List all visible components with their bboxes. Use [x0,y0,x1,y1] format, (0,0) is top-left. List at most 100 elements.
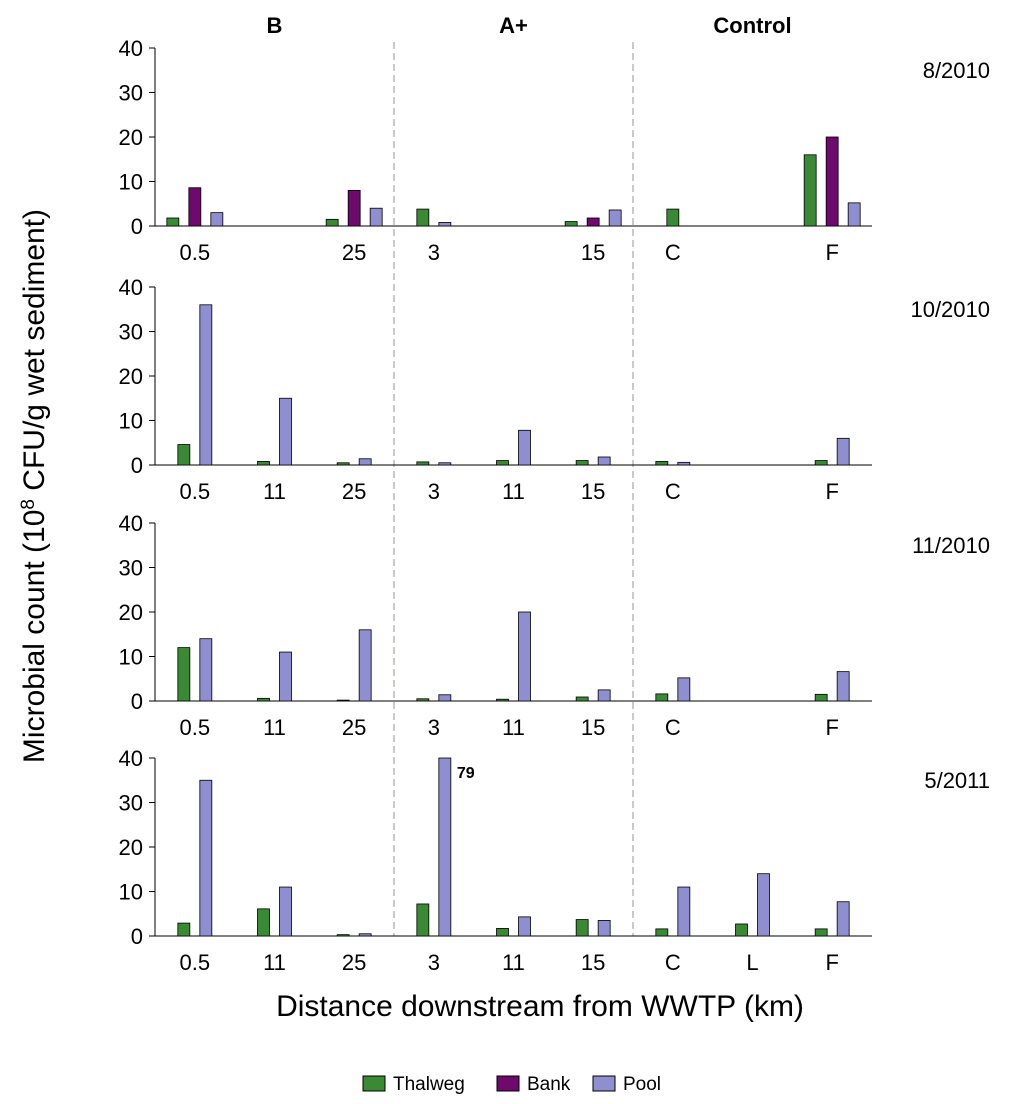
bar-thalweg-3-4 [416,903,430,937]
y-tick-label: 10 [119,409,143,434]
legend-swatch-pool [592,1075,616,1092]
legend-label-thalweg: Thalweg [393,1074,465,1095]
bar-pool-f-9 [836,437,850,466]
bar-pool-25-3 [358,458,372,466]
bar-pool-15-6 [597,920,611,937]
x-tick-label: 3 [428,479,440,504]
bar-pool-11-5 [518,916,531,937]
x-tick-label: 25 [342,240,366,265]
panel-date-label: 5/2011 [924,768,990,793]
bar-pool-f-9 [847,202,861,227]
panel-1: 0 10 20 30 40 0.5 25 3 15 C F 8/2010 [119,36,990,265]
x-tick-label: 15 [581,240,605,265]
x-tick-label: 25 [342,479,366,504]
bar-pool-3-4 [438,222,452,227]
x-tick-label: 0.5 [180,479,211,504]
bar-thalweg-11-2 [257,908,270,937]
bar-thalweg-11-2 [257,697,270,702]
y-tick-label: 0 [131,214,143,239]
x-tick-label: 11 [502,479,525,504]
y-tick-label: 20 [119,125,143,150]
bar-pool-3-4 [438,462,452,466]
bar-thalweg-3-4 [416,208,430,227]
group-label-2: A+ [499,13,528,38]
y-tick-label: 30 [119,81,143,106]
group-label-3: Control [713,13,791,38]
bar-thalweg-11-2 [257,461,270,466]
x-tick-label: 11 [502,950,525,975]
bar-thalweg-05-1 [177,922,191,937]
x-axis-label: Distance downstream from WWTP (km) [276,990,804,1023]
legend: Thalweg Bank Pool [362,1074,661,1095]
bar-pool-11-5 [518,429,531,466]
y-tick-label: 0 [131,453,143,478]
panel-4: 0 10 20 30 40 79 0.5 11 25 3 11 15 C L F 5/2011 [119,746,990,975]
bar-thalweg-c-7 [655,928,669,937]
bar-bank-05-1 [188,187,202,227]
bar-pool-15-6 [597,689,611,702]
x-tick-label: 11 [502,715,525,740]
x-tick-label: F [825,950,838,975]
bar-pool-l-8 [757,873,770,937]
x-tick-label: F [825,715,838,740]
x-tick-label: 15 [581,950,605,975]
bar-pool-05-1 [210,212,224,227]
x-tick-label: C [665,950,681,975]
bar-pool-c-7 [677,677,691,702]
x-tick-label: 0.5 [180,715,211,740]
x-tick-label: 0.5 [180,240,211,265]
x-tick-label: 11 [263,715,286,740]
x-tick-label: 25 [342,950,366,975]
y-axis-label: Microbial count (108 CFU/g wet sediment) [18,209,52,763]
bar-thalweg-15-6 [575,460,589,466]
y-tick-label: 30 [119,791,143,816]
bar-thalweg-3-4 [416,461,430,466]
y-tick-label: 40 [119,746,143,771]
panel-date-label: 8/2010 [923,58,990,83]
bar-thalweg-c-7 [666,208,680,227]
bar-bank-f-9 [825,136,839,227]
bar-pool-05-1 [199,779,213,937]
y-tick-label: 0 [131,689,143,714]
panel-date-label: 10/2010 [910,297,990,322]
x-tick-label: F [825,240,838,265]
y-tick-label: 20 [119,364,143,389]
bar-thalweg-f-9 [803,154,817,227]
bar-bank-25-3 [347,189,361,227]
panel-3: 0 10 20 30 40 0.5 11 25 3 11 15 C F 11/2010 [119,511,990,740]
bar-pool-11-2 [279,651,292,702]
bar-thalweg-11-5 [496,928,509,937]
legend-swatch-thalweg [362,1075,386,1092]
bar-thalweg-f-9 [814,693,828,702]
legend-label-bank: Bank [527,1074,571,1095]
y-tick-label: 10 [119,880,143,905]
x-tick-label: C [665,715,681,740]
y-tick-label: 40 [119,511,143,536]
bar-pool-05-1 [199,304,213,466]
x-tick-label: L [746,950,758,975]
bar-pool-25-3 [358,629,372,702]
bar-thalweg-l-8 [735,923,748,937]
bar-thalweg-15-6 [575,919,589,937]
x-tick-label: 11 [263,479,286,504]
bar-thalweg-25-3 [336,934,350,937]
bar-thalweg-15-6 [575,696,589,702]
bar-thalweg-c-7 [655,693,669,702]
y-tick-label: 30 [119,556,143,581]
x-tick-label: F [825,479,838,504]
bar-thalweg-25-3 [336,462,350,466]
bar-pool-25-3 [369,207,383,227]
y-tick-label: 20 [119,600,143,625]
bar-pool-3-4 [438,757,452,937]
bar-pool-15-6 [597,456,611,466]
bar-pool-f-9 [836,901,850,937]
bar-pool-f-9 [836,671,850,702]
x-tick-label: 0.5 [180,950,211,975]
bar-thalweg-05-1 [177,444,191,466]
bar-bank-15-6 [586,217,600,227]
bar-thalweg-f-9 [814,928,828,937]
bar-pool-3-4 [438,694,452,702]
bar-pool-c-7 [677,461,691,466]
